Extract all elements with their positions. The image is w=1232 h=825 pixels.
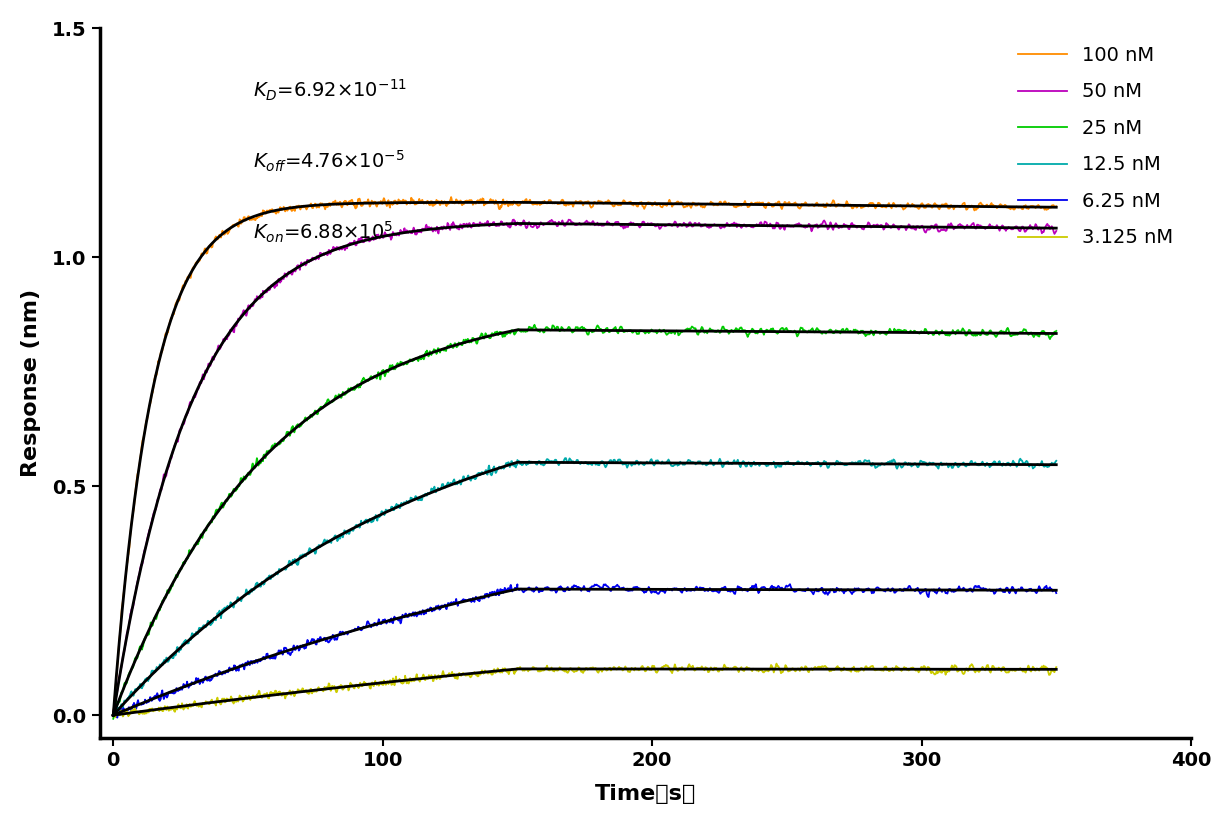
- 3.125 nM: [108, 712, 123, 722]
- 12.5 nM: [1031, 460, 1046, 470]
- 50 nM: [106, 708, 121, 718]
- 25 nM: [277, 432, 292, 442]
- 25 nM: [106, 714, 121, 724]
- 25 nM: [350, 380, 365, 390]
- Line: 25 nM: 25 nM: [113, 325, 1056, 719]
- Legend: 100 nM, 50 nM, 25 nM, 12.5 nM, 6.25 nM, 3.125 nM: 100 nM, 50 nM, 25 nM, 12.5 nM, 6.25 nM, …: [1010, 38, 1181, 255]
- 12.5 nM: [278, 564, 293, 574]
- 6.25 nM: [748, 579, 763, 589]
- 6.25 nM: [1048, 588, 1063, 598]
- 12.5 nM: [1048, 456, 1063, 466]
- 6.25 nM: [350, 624, 365, 634]
- 12.5 nM: [106, 710, 121, 720]
- 50 nM: [477, 220, 492, 230]
- 3.125 nM: [769, 658, 784, 668]
- 100 nM: [444, 192, 458, 202]
- 50 nM: [1031, 224, 1046, 234]
- 3.125 nM: [106, 708, 121, 718]
- 100 nM: [106, 711, 121, 721]
- Line: 3.125 nM: 3.125 nM: [113, 663, 1056, 717]
- 25 nM: [1048, 326, 1063, 336]
- 6.25 nM: [110, 713, 124, 723]
- 12.5 nM: [434, 484, 448, 494]
- 6.25 nM: [1031, 582, 1046, 592]
- 100 nM: [432, 200, 447, 210]
- 3.125 nM: [1048, 662, 1063, 672]
- 6.25 nM: [278, 643, 293, 653]
- 100 nM: [1031, 200, 1046, 210]
- Line: 100 nM: 100 nM: [113, 197, 1056, 716]
- 12.5 nM: [813, 461, 828, 471]
- 3.125 nM: [350, 681, 365, 691]
- 3.125 nM: [1031, 666, 1046, 676]
- Line: 50 nM: 50 nM: [113, 219, 1056, 713]
- 100 nM: [812, 200, 827, 210]
- 50 nM: [350, 238, 365, 248]
- 3.125 nM: [434, 673, 448, 683]
- 12.5 nM: [350, 522, 365, 532]
- 100 nM: [350, 200, 365, 210]
- 100 nM: [277, 205, 292, 214]
- X-axis label: Time（s）: Time（s）: [595, 785, 696, 804]
- 50 nM: [277, 268, 292, 278]
- 12.5 nM: [558, 453, 573, 463]
- Line: 6.25 nM: 6.25 nM: [113, 584, 1056, 718]
- 50 nM: [1048, 226, 1063, 236]
- 6.25 nM: [478, 589, 493, 599]
- 3.125 nM: [278, 694, 293, 704]
- 3.125 nM: [478, 666, 493, 676]
- 50 nM: [506, 214, 521, 224]
- Y-axis label: Response (nm): Response (nm): [21, 289, 41, 478]
- 50 nM: [432, 224, 447, 234]
- 12.5 nM: [478, 468, 493, 478]
- 6.25 nM: [106, 710, 121, 719]
- 12.5 nM: [106, 710, 121, 720]
- 50 nM: [812, 222, 827, 232]
- 25 nM: [432, 347, 447, 357]
- 25 nM: [477, 332, 492, 342]
- Text: $K_D$=6.92×10$^{-11}$: $K_D$=6.92×10$^{-11}$: [253, 78, 407, 103]
- 100 nM: [1048, 201, 1063, 211]
- 25 nM: [1031, 330, 1046, 340]
- 25 nM: [527, 320, 542, 330]
- Text: $K_{off}$=4.76×10$^{-5}$: $K_{off}$=4.76×10$^{-5}$: [253, 149, 404, 174]
- 3.125 nM: [813, 663, 828, 673]
- 25 nM: [812, 326, 827, 336]
- 100 nM: [478, 200, 493, 210]
- Line: 12.5 nM: 12.5 nM: [113, 458, 1056, 715]
- 6.25 nM: [813, 585, 828, 595]
- 6.25 nM: [434, 604, 448, 614]
- Text: $K_{on}$=6.88×10$^{5}$: $K_{on}$=6.88×10$^{5}$: [253, 220, 393, 245]
